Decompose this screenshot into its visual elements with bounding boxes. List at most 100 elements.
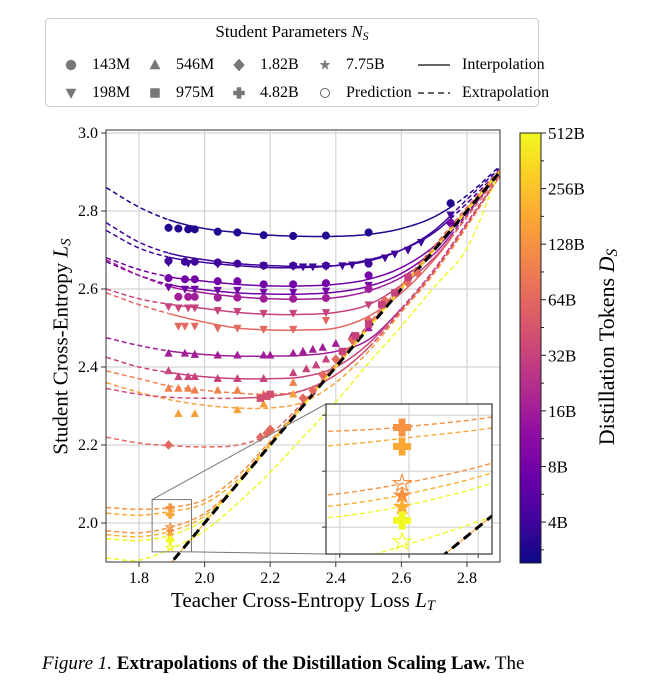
data-point-diamond (308, 385, 318, 396)
data-point-triangle-down (321, 287, 331, 296)
data-point-triangle-down (446, 211, 455, 220)
data-point-triangle-up (308, 344, 318, 353)
data-point-triangle-up (288, 389, 298, 398)
colorbar-tick-label: 8B (548, 457, 568, 476)
extrapolation-curve (106, 222, 169, 254)
star-icon (314, 57, 336, 73)
data-point-triangle-up (190, 385, 200, 394)
data-point-circle (180, 275, 189, 284)
data-point-triangle-down (259, 288, 268, 297)
legend-item-solid-line: Interpolation (416, 55, 545, 75)
data-point-triangle-down (180, 285, 190, 294)
data-point-triangle-up (164, 383, 173, 392)
data-point-square (338, 347, 347, 356)
zoom-connector (151, 403, 327, 501)
legend-item-dashed-line: Extrapolation (416, 83, 549, 103)
caption-text: The (490, 653, 525, 674)
data-point-triangle-down (213, 324, 222, 333)
triangle-down-glyph (65, 88, 77, 100)
colorbar-tick-label: 256B (548, 180, 585, 199)
data-point-circle (259, 280, 268, 289)
data-point-square (391, 289, 399, 297)
data-point-triangle-up (288, 377, 298, 386)
data-point-triangle-up (213, 385, 222, 394)
fit-curves (106, 166, 500, 562)
plus-icon (228, 85, 250, 101)
legend-item-triangle-up: 546M (144, 55, 214, 75)
circle-glyph (65, 59, 77, 71)
data-point-triangle-up (233, 405, 242, 414)
inset-content (326, 404, 492, 554)
legend-item-circle: 143M (60, 55, 130, 75)
data-point-circle (233, 228, 242, 237)
legend-label: 975M (176, 84, 215, 101)
colorbar-tick-label: 512B (548, 124, 585, 143)
extrapolation-curve (450, 166, 500, 208)
legend-label: 4.82B (260, 84, 299, 101)
interpolation-curve (168, 326, 386, 380)
extrapolation-curve (106, 288, 169, 305)
legend-item-star: 7.75B (314, 55, 385, 75)
circle-icon (60, 57, 82, 73)
data-point-triangle-down (416, 238, 426, 247)
data-point-triangle-down (390, 250, 400, 259)
extrapolation-curve (373, 515, 492, 554)
data-point-triangle-up (259, 373, 268, 382)
legend-label: Prediction (346, 84, 412, 101)
legend-label: 143M (92, 56, 131, 73)
data-point-triangle-down (259, 309, 268, 318)
data-point-triangle-up (213, 350, 222, 359)
data-point-circle (213, 293, 222, 302)
data-point-plus (165, 509, 175, 519)
extrapolation-curve (106, 387, 238, 400)
data-point-circle (190, 257, 199, 266)
data-point-circle (289, 261, 298, 270)
data-point-triangle-down (190, 304, 200, 313)
colorbar-tick-label: 32B (548, 346, 576, 365)
inset-zoom-indicator (151, 403, 327, 555)
data-point-circle (289, 280, 298, 289)
legend-label: 198M (92, 84, 131, 101)
data-point-triangle-down (174, 322, 183, 331)
data-point-circle (259, 294, 268, 303)
data-point-triangle-down (259, 325, 268, 334)
data-point-circle (190, 275, 199, 284)
plus-glyph (233, 87, 245, 99)
data-point-triangle-up (164, 366, 173, 375)
y-tick-label: 2.4 (78, 359, 98, 376)
data-point-triangle-up (259, 399, 268, 408)
data-point-circle (190, 225, 199, 234)
data-point-triangle-down (288, 309, 298, 318)
data-point-triangle-down (213, 307, 222, 316)
data-point-circle (233, 259, 242, 268)
data-point-triangle-down (308, 263, 318, 272)
data-point-triangle-down (298, 263, 308, 272)
data-point-diamond (413, 268, 423, 279)
data-point-triangle-up (318, 342, 327, 351)
inset-zoom-plot (322, 403, 493, 558)
x-tick-label: 1.8 (129, 570, 149, 587)
data-point-diamond (298, 393, 308, 404)
caption-figure-number: Figure 1. (42, 653, 113, 674)
data-point-triangle-down (380, 254, 390, 263)
data-point-circle (321, 279, 331, 288)
extrapolation-curve (450, 168, 500, 217)
data-point-square (256, 394, 265, 402)
data-point-triangle-down (180, 322, 190, 331)
data-point-triangle-up (288, 348, 298, 357)
data-point-circle (446, 199, 455, 208)
extrapolation-curve (106, 337, 169, 352)
figure-caption: Figure 1. Extrapolations of the Distilla… (42, 653, 524, 675)
star-glyph (319, 59, 331, 70)
triangle-up-glyph (149, 58, 161, 70)
data-point-circle (364, 228, 373, 237)
data-point-circle (289, 294, 298, 303)
data-point-circle (164, 274, 173, 283)
data-point-triangle-up (183, 372, 193, 381)
extrapolation-curve (384, 176, 500, 328)
data-point-triangle-up (259, 350, 268, 359)
data-point-star-hollow (391, 530, 413, 551)
colorbar-gradient (519, 132, 542, 564)
data-point-triangle-up (183, 383, 193, 392)
